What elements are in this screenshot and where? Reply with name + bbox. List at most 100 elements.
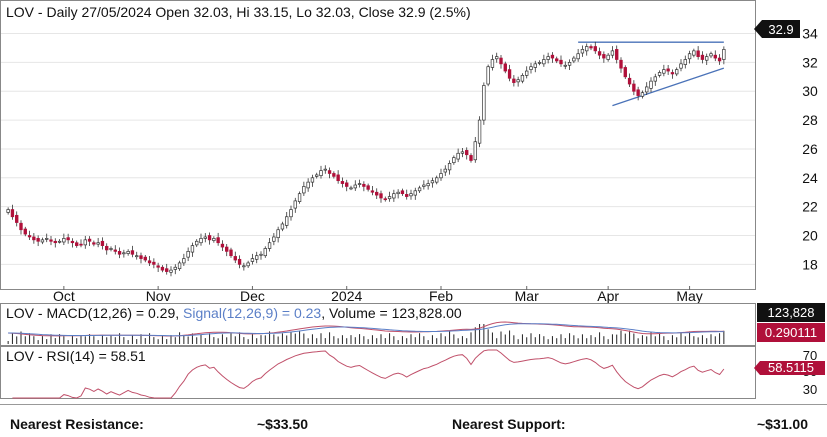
candle-body (362, 183, 366, 187)
candle-body (23, 228, 27, 235)
candle-body (267, 242, 272, 249)
candle-body (383, 198, 387, 201)
candle-body (186, 251, 190, 258)
volume-tag (757, 303, 825, 322)
y-tick-label: 18 (802, 256, 818, 272)
volume-tag-label: 123,828 (768, 305, 815, 320)
candle-body (237, 258, 242, 265)
candle-body (15, 214, 19, 223)
candle-body (687, 53, 692, 60)
x-tick-label: Apr (597, 288, 619, 304)
resistance-label: Nearest Resistance: (10, 416, 144, 432)
candle-body (336, 174, 340, 182)
candle-body (242, 265, 246, 268)
candle-body (10, 209, 15, 218)
candle-body (302, 186, 306, 194)
candle-body (6, 209, 10, 213)
candle-body (182, 258, 186, 264)
candle-body (345, 182, 349, 187)
candle-body (585, 46, 589, 52)
candle-body (602, 54, 606, 59)
candle-body (83, 239, 87, 246)
candle-body (387, 196, 392, 200)
candle-body (409, 193, 413, 197)
candle-body (550, 54, 555, 59)
resistance-value: ~$33.50 (257, 416, 308, 432)
candle-body (422, 184, 426, 187)
candle-body (649, 80, 653, 89)
candle-body (593, 46, 597, 52)
candle-body (357, 183, 362, 185)
candle-body (276, 229, 280, 239)
candle-body (606, 54, 610, 60)
candle-body (370, 190, 375, 193)
candle-body (559, 59, 563, 65)
candle-body (717, 57, 722, 62)
candle-body (507, 69, 512, 79)
macd-text: LOV - MACD(12,26) = 0.29, (6, 305, 183, 321)
candle-body (289, 209, 293, 218)
candle-body (272, 236, 276, 242)
candle-body (640, 92, 645, 97)
candle-body (516, 79, 520, 83)
support-value: ~$31.00 (757, 416, 808, 432)
rsi-tick-30: 30 (803, 382, 817, 397)
candle-body (199, 238, 203, 244)
candle-body (580, 49, 585, 54)
candle-body (555, 58, 559, 62)
candle-body (465, 150, 469, 156)
candle-body (657, 72, 662, 76)
candle-body (160, 266, 165, 271)
candle-body (130, 250, 135, 255)
last-price-tag: 32.9 (754, 20, 800, 38)
candle-body (57, 240, 62, 243)
price-pane (0, 0, 756, 290)
rsi-tag (754, 361, 825, 375)
candle-body (195, 240, 199, 246)
candle-body (135, 255, 139, 258)
macd-legend: LOV - MACD(12,26) = 0.29, Signal(12,26,9… (6, 305, 462, 321)
candle-body (203, 236, 207, 239)
x-tick-label: Feb (429, 288, 453, 304)
y-tick-label: 32 (802, 54, 818, 70)
candle-body (27, 235, 32, 238)
candle-body (542, 59, 546, 65)
rsi-pane (0, 346, 756, 399)
candle-body (143, 256, 147, 261)
candle-body (525, 70, 529, 76)
y-tick-label: 24 (802, 170, 818, 186)
candle-body (233, 256, 237, 261)
candle-body (113, 249, 117, 252)
chart-title: LOV - Daily 27/05/2024 Open 32.03, Hi 33… (6, 4, 471, 20)
candle-body (340, 181, 345, 184)
support-resistance-footer: Nearest Resistance: ~$33.50 Nearest Supp… (0, 404, 827, 437)
candle-body (533, 63, 537, 68)
candle-body (139, 255, 143, 259)
candle-body (563, 64, 567, 67)
candle-body (87, 238, 92, 242)
candle-body (597, 51, 602, 56)
candle-body (456, 152, 460, 160)
candle-body (610, 50, 615, 56)
candle-body (66, 237, 70, 241)
y-tick-label: 34 (802, 26, 818, 42)
y-tick-label: 30 (802, 83, 818, 99)
candle-body (722, 49, 726, 60)
candle-body (297, 193, 302, 202)
candle-body (306, 181, 310, 189)
candle-body (567, 62, 572, 66)
candle-body (255, 255, 259, 260)
candle-body (683, 59, 687, 65)
candle-body (40, 239, 45, 243)
candle-body (512, 78, 516, 83)
candle-body (216, 237, 220, 244)
support-label: Nearest Support: (452, 416, 566, 432)
y-tick-label: 22 (802, 199, 818, 215)
candle-body (477, 119, 482, 144)
candle-body (45, 238, 49, 240)
y-tick-label: 26 (802, 141, 818, 157)
y-tick-label: 28 (802, 112, 818, 128)
candle-body (499, 57, 503, 65)
x-tick-label: Mar (515, 288, 539, 304)
